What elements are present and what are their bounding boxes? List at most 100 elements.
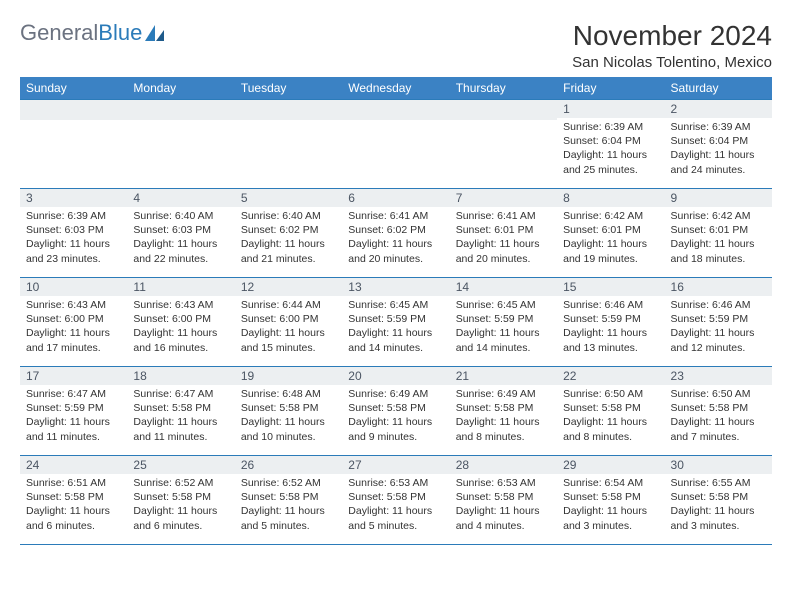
day-sun-data: Sunrise: 6:39 AMSunset: 6:04 PMDaylight:… — [557, 118, 664, 181]
weekday-header: Thursday — [450, 77, 557, 100]
calendar-day-cell: 5Sunrise: 6:40 AMSunset: 6:02 PMDaylight… — [235, 189, 342, 278]
day-sun-data: Sunrise: 6:50 AMSunset: 5:58 PMDaylight:… — [665, 385, 772, 448]
day-sun-data: Sunrise: 6:48 AMSunset: 5:58 PMDaylight:… — [235, 385, 342, 448]
day-number: 24 — [20, 456, 127, 474]
day-number: 19 — [235, 367, 342, 385]
weekday-header: Tuesday — [235, 77, 342, 100]
day-sun-data: Sunrise: 6:53 AMSunset: 5:58 PMDaylight:… — [342, 474, 449, 537]
day-number: 2 — [665, 100, 772, 118]
calendar-day-cell — [342, 100, 449, 189]
day-number: 21 — [450, 367, 557, 385]
day-sun-data: Sunrise: 6:45 AMSunset: 5:59 PMDaylight:… — [342, 296, 449, 359]
calendar-week-row: 1Sunrise: 6:39 AMSunset: 6:04 PMDaylight… — [20, 100, 772, 189]
bottom-border — [20, 544, 772, 546]
day-number: 9 — [665, 189, 772, 207]
calendar-day-cell: 2Sunrise: 6:39 AMSunset: 6:04 PMDaylight… — [665, 100, 772, 189]
day-sun-data: Sunrise: 6:51 AMSunset: 5:58 PMDaylight:… — [20, 474, 127, 537]
month-title: November 2024 — [572, 20, 772, 52]
calendar-day-cell: 21Sunrise: 6:49 AMSunset: 5:58 PMDayligh… — [450, 367, 557, 456]
calendar-day-cell: 30Sunrise: 6:55 AMSunset: 5:58 PMDayligh… — [665, 456, 772, 545]
location: San Nicolas Tolentino, Mexico — [572, 54, 772, 71]
calendar-day-cell: 24Sunrise: 6:51 AMSunset: 5:58 PMDayligh… — [20, 456, 127, 545]
day-number: 7 — [450, 189, 557, 207]
weekday-header: Friday — [557, 77, 664, 100]
weekday-header: Sunday — [20, 77, 127, 100]
day-number: 25 — [127, 456, 234, 474]
calendar-day-cell: 8Sunrise: 6:42 AMSunset: 6:01 PMDaylight… — [557, 189, 664, 278]
day-number: 20 — [342, 367, 449, 385]
day-sun-data: Sunrise: 6:55 AMSunset: 5:58 PMDaylight:… — [665, 474, 772, 537]
calendar-day-cell: 4Sunrise: 6:40 AMSunset: 6:03 PMDaylight… — [127, 189, 234, 278]
calendar-day-cell: 17Sunrise: 6:47 AMSunset: 5:59 PMDayligh… — [20, 367, 127, 456]
day-sun-data: Sunrise: 6:47 AMSunset: 5:58 PMDaylight:… — [127, 385, 234, 448]
day-number: 12 — [235, 278, 342, 296]
day-sun-data: Sunrise: 6:40 AMSunset: 6:03 PMDaylight:… — [127, 207, 234, 270]
calendar-day-cell: 29Sunrise: 6:54 AMSunset: 5:58 PMDayligh… — [557, 456, 664, 545]
calendar-body: 1Sunrise: 6:39 AMSunset: 6:04 PMDaylight… — [20, 100, 772, 545]
day-sun-data: Sunrise: 6:54 AMSunset: 5:58 PMDaylight:… — [557, 474, 664, 537]
calendar-day-cell: 12Sunrise: 6:44 AMSunset: 6:00 PMDayligh… — [235, 278, 342, 367]
calendar-day-cell: 18Sunrise: 6:47 AMSunset: 5:58 PMDayligh… — [127, 367, 234, 456]
day-number: 14 — [450, 278, 557, 296]
day-number: 16 — [665, 278, 772, 296]
calendar-week-row: 24Sunrise: 6:51 AMSunset: 5:58 PMDayligh… — [20, 456, 772, 545]
calendar-day-cell: 1Sunrise: 6:39 AMSunset: 6:04 PMDaylight… — [557, 100, 664, 189]
day-number: 26 — [235, 456, 342, 474]
logo-text-blue: Blue — [98, 20, 142, 46]
calendar-day-cell — [127, 100, 234, 189]
calendar-day-cell: 6Sunrise: 6:41 AMSunset: 6:02 PMDaylight… — [342, 189, 449, 278]
day-sun-data: Sunrise: 6:39 AMSunset: 6:04 PMDaylight:… — [665, 118, 772, 181]
day-sun-data: Sunrise: 6:39 AMSunset: 6:03 PMDaylight:… — [20, 207, 127, 270]
calendar-day-cell: 20Sunrise: 6:49 AMSunset: 5:58 PMDayligh… — [342, 367, 449, 456]
calendar-day-cell: 25Sunrise: 6:52 AMSunset: 5:58 PMDayligh… — [127, 456, 234, 545]
day-number: 11 — [127, 278, 234, 296]
header: GeneralBlue November 2024 San Nicolas To… — [20, 20, 772, 71]
day-number: 17 — [20, 367, 127, 385]
calendar-day-cell: 28Sunrise: 6:53 AMSunset: 5:58 PMDayligh… — [450, 456, 557, 545]
calendar-day-cell: 22Sunrise: 6:50 AMSunset: 5:58 PMDayligh… — [557, 367, 664, 456]
day-number: 15 — [557, 278, 664, 296]
calendar-day-cell — [450, 100, 557, 189]
day-sun-data: Sunrise: 6:46 AMSunset: 5:59 PMDaylight:… — [557, 296, 664, 359]
calendar-day-cell: 23Sunrise: 6:50 AMSunset: 5:58 PMDayligh… — [665, 367, 772, 456]
day-sun-data: Sunrise: 6:53 AMSunset: 5:58 PMDaylight:… — [450, 474, 557, 537]
day-number: 10 — [20, 278, 127, 296]
calendar-day-cell: 14Sunrise: 6:45 AMSunset: 5:59 PMDayligh… — [450, 278, 557, 367]
calendar-day-cell: 9Sunrise: 6:42 AMSunset: 6:01 PMDaylight… — [665, 189, 772, 278]
day-number: 13 — [342, 278, 449, 296]
day-number: 4 — [127, 189, 234, 207]
day-number: 8 — [557, 189, 664, 207]
day-sun-data: Sunrise: 6:44 AMSunset: 6:00 PMDaylight:… — [235, 296, 342, 359]
day-number — [20, 100, 127, 120]
calendar-day-cell: 27Sunrise: 6:53 AMSunset: 5:58 PMDayligh… — [342, 456, 449, 545]
weekday-header-row: SundayMondayTuesdayWednesdayThursdayFrid… — [20, 77, 772, 100]
day-number: 5 — [235, 189, 342, 207]
calendar-day-cell: 15Sunrise: 6:46 AMSunset: 5:59 PMDayligh… — [557, 278, 664, 367]
day-number: 22 — [557, 367, 664, 385]
day-number — [342, 100, 449, 120]
weekday-header: Saturday — [665, 77, 772, 100]
day-sun-data: Sunrise: 6:47 AMSunset: 5:59 PMDaylight:… — [20, 385, 127, 448]
calendar-day-cell: 11Sunrise: 6:43 AMSunset: 6:00 PMDayligh… — [127, 278, 234, 367]
day-sun-data: Sunrise: 6:49 AMSunset: 5:58 PMDaylight:… — [450, 385, 557, 448]
day-sun-data: Sunrise: 6:42 AMSunset: 6:01 PMDaylight:… — [557, 207, 664, 270]
title-block: November 2024 San Nicolas Tolentino, Mex… — [572, 20, 772, 71]
calendar-week-row: 3Sunrise: 6:39 AMSunset: 6:03 PMDaylight… — [20, 189, 772, 278]
day-number — [450, 100, 557, 120]
day-sun-data: Sunrise: 6:40 AMSunset: 6:02 PMDaylight:… — [235, 207, 342, 270]
day-number: 30 — [665, 456, 772, 474]
day-sun-data: Sunrise: 6:41 AMSunset: 6:01 PMDaylight:… — [450, 207, 557, 270]
calendar-day-cell: 16Sunrise: 6:46 AMSunset: 5:59 PMDayligh… — [665, 278, 772, 367]
calendar-day-cell: 26Sunrise: 6:52 AMSunset: 5:58 PMDayligh… — [235, 456, 342, 545]
calendar-day-cell: 3Sunrise: 6:39 AMSunset: 6:03 PMDaylight… — [20, 189, 127, 278]
calendar-week-row: 17Sunrise: 6:47 AMSunset: 5:59 PMDayligh… — [20, 367, 772, 456]
day-number: 3 — [20, 189, 127, 207]
day-number — [127, 100, 234, 120]
weekday-header: Monday — [127, 77, 234, 100]
calendar-day-cell: 19Sunrise: 6:48 AMSunset: 5:58 PMDayligh… — [235, 367, 342, 456]
calendar-day-cell: 13Sunrise: 6:45 AMSunset: 5:59 PMDayligh… — [342, 278, 449, 367]
day-sun-data: Sunrise: 6:50 AMSunset: 5:58 PMDaylight:… — [557, 385, 664, 448]
day-number: 6 — [342, 189, 449, 207]
calendar-day-cell: 10Sunrise: 6:43 AMSunset: 6:00 PMDayligh… — [20, 278, 127, 367]
day-sun-data: Sunrise: 6:43 AMSunset: 6:00 PMDaylight:… — [20, 296, 127, 359]
